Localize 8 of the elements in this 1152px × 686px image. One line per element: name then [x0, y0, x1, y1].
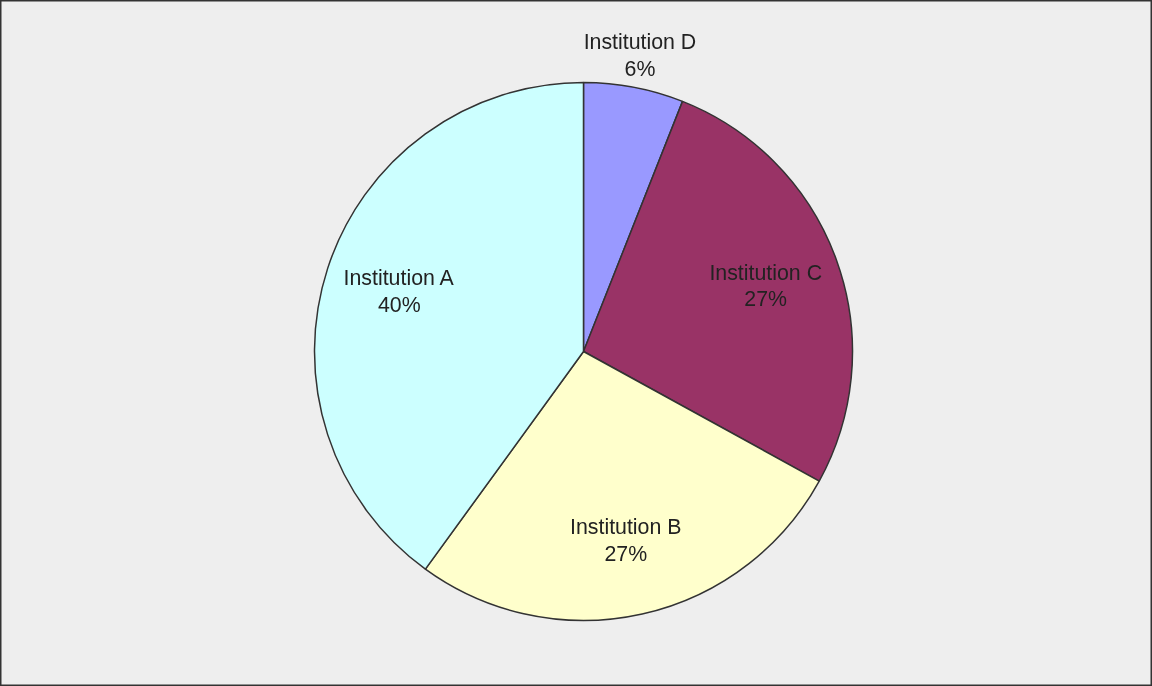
data-label: 6%: [624, 56, 656, 81]
slice-label: Institution D: [583, 30, 697, 55]
slice-label: Institution B: [570, 515, 682, 540]
data-label: 40%: [377, 292, 421, 317]
data-label: 27%: [744, 287, 788, 312]
slice-label: Institution C: [709, 260, 823, 285]
slice-label: Institution A: [343, 266, 455, 291]
data-label: 27%: [604, 541, 648, 566]
